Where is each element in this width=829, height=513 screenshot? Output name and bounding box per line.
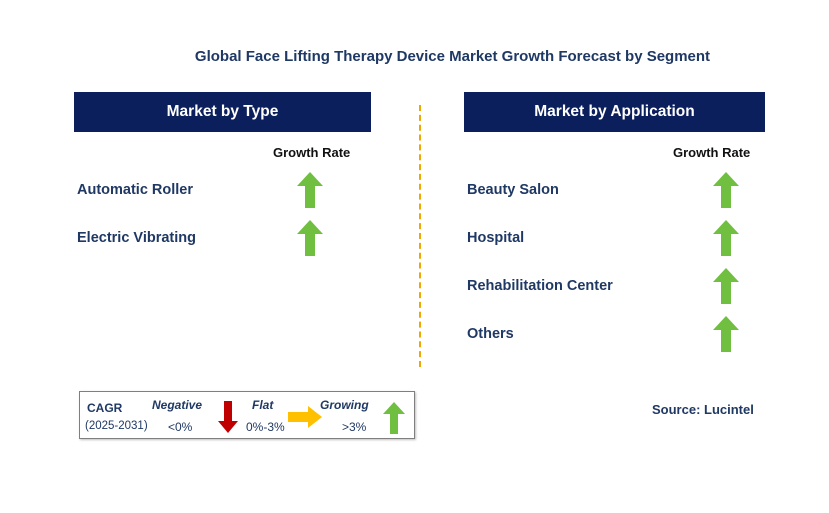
arrow-up-icon — [713, 172, 739, 208]
legend-flat-range: 0%-3% — [246, 420, 285, 434]
application-panel-header: Market by Application — [464, 92, 765, 132]
type-panel-header-text: Market by Type — [166, 103, 279, 120]
legend-growing-label: Growing — [320, 398, 369, 412]
type-growth-rate-label: Growth Rate — [273, 145, 351, 160]
arrow-up-icon — [297, 220, 323, 256]
chart-title: Global Face Lifting Therapy Device Marke… — [194, 48, 711, 65]
legend-flat-label: Flat — [252, 398, 274, 412]
application-item-others: Others — [467, 326, 514, 342]
type-item-automatic-roller: Automatic Roller — [77, 182, 194, 198]
legend-period: (2025-2031) — [85, 420, 148, 432]
source-label: Source: Lucintel — [652, 402, 754, 417]
arrow-up-icon — [383, 402, 405, 434]
legend-negative-range: <0% — [168, 420, 193, 434]
application-item-rehabilitation-center: Rehabilitation Center — [467, 278, 613, 294]
legend-negative-label: Negative — [152, 398, 203, 412]
application-item-beauty-salon: Beauty Salon — [467, 182, 559, 198]
application-growth-rate-label: Growth Rate — [673, 145, 751, 160]
application-item-hospital: Hospital — [467, 230, 525, 246]
arrow-down-icon — [218, 401, 238, 433]
arrow-up-icon — [713, 316, 739, 352]
cagr-legend: CAGR (2025-2031) Negative <0% Flat 0%-3%… — [79, 391, 415, 439]
legend-growing-range: >3% — [342, 420, 367, 434]
legend-cagr-label: CAGR — [87, 401, 123, 415]
arrow-up-icon — [713, 268, 739, 304]
arrow-up-icon — [297, 172, 323, 208]
type-item-electric-vibrating: Electric Vibrating — [77, 230, 196, 246]
arrow-up-icon — [713, 220, 739, 256]
application-panel-header-text: Market by Application — [534, 103, 695, 120]
type-panel-header: Market by Type — [74, 92, 371, 132]
panel-divider — [419, 105, 421, 367]
arrow-right-icon — [288, 406, 322, 428]
